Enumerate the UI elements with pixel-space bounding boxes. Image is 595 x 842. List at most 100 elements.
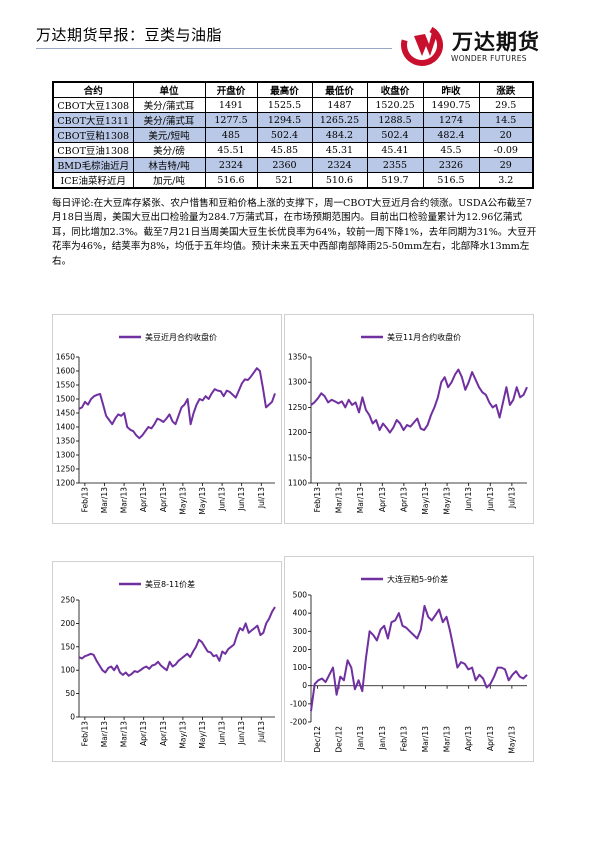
- title-divider: [36, 48, 392, 49]
- x-tick-label: Apr/13: [378, 487, 387, 512]
- x-tick-label: May/13: [178, 721, 187, 749]
- col-header: 收盘价: [366, 81, 424, 98]
- chart-svg: 美豆11月合约收盘价 1100 1150 1200 1250 1300 1350 Feb/13…: [288, 332, 528, 515]
- table-row: CBOT大豆1308 美分/蒲式耳 1491 1525.5 1487 1520.25 149…: [52, 97, 534, 113]
- x-tick-label: Jul/13: [257, 487, 266, 509]
- x-tick-label: Apr/13: [159, 721, 168, 746]
- y-tick-label: 300: [293, 627, 308, 636]
- chart-svg: 美豆8-11价差 0 50 100 150 200 250 Feb/13 Mar/13 Mar/1…: [61, 579, 276, 749]
- chart-legend: 大连豆粕5-9价差: [361, 574, 448, 584]
- page-title: 万达期货早报：豆类与油脂: [36, 26, 223, 44]
- x-tick-label: Jan/13: [356, 726, 365, 751]
- x-tick-label: Apr/13: [139, 487, 148, 512]
- y-tick-label: 500: [293, 591, 308, 600]
- x-tick-label: Jul/13: [507, 487, 516, 509]
- col-header: 涨跌: [478, 81, 534, 98]
- x-tick-label: Jun/13: [237, 721, 246, 746]
- y-tick-label: 200: [293, 645, 308, 654]
- table-cell: 521: [256, 172, 313, 189]
- x-tick-label: Feb/13: [80, 487, 89, 513]
- table-cell: 485: [204, 127, 258, 143]
- table-cell: CBOT豆粕1308: [52, 127, 134, 143]
- table-cell: 484.2: [311, 127, 368, 143]
- x-tick-label: Jun/13: [218, 487, 227, 512]
- table-cell: 482.4: [422, 127, 480, 143]
- y-tick-label: 0: [302, 681, 307, 690]
- x-tick-label: Mar/13: [421, 726, 430, 752]
- company-logo: 万达期货 WONDER FUTURES: [400, 20, 548, 68]
- col-header: 昨收: [422, 81, 480, 98]
- x-tick-label: Apr/13: [159, 487, 168, 512]
- logo-text-cn: 万达期货: [452, 30, 540, 54]
- chart-soy-front-close: 美豆近月合约收盘价 1200 1250 1300 1350 1400 1450 1500 155…: [52, 314, 282, 524]
- y-tick-label: 1300: [56, 451, 75, 460]
- chart-legend: 美豆11月合约收盘价: [361, 332, 461, 342]
- x-tick-label: Feb/13: [80, 721, 89, 747]
- y-tick-label: 1250: [56, 465, 75, 474]
- table-cell: 2324: [311, 157, 368, 173]
- table-cell: 1525.5: [256, 97, 313, 113]
- table-cell: 29.5: [478, 97, 534, 113]
- table-cell: 14.5: [478, 112, 534, 128]
- table-cell: 美分/磅: [132, 142, 206, 158]
- legend-label: 美豆近月合约收盘价: [145, 332, 217, 342]
- x-tick-label: Jun/13: [218, 721, 227, 746]
- col-header: 最低价: [311, 81, 368, 98]
- y-tick-label: 250: [61, 596, 76, 605]
- y-tick-label: 1550: [56, 381, 75, 390]
- y-tick-label: 100: [61, 666, 76, 675]
- series-line: [310, 368, 528, 434]
- x-tick-label: Jun/13: [464, 487, 473, 512]
- x-tick-label: Dec/12: [313, 726, 322, 753]
- table-cell: 1274: [422, 112, 480, 128]
- table-cell: 美元/短吨: [132, 127, 206, 143]
- series-line: [78, 367, 276, 440]
- y-tick-label: 400: [293, 609, 308, 618]
- x-tick-label: Feb/13: [399, 726, 408, 752]
- table-cell: 502.4: [366, 127, 424, 143]
- table-cell: 502.4: [256, 127, 313, 143]
- x-tick-label: Jun/13: [486, 487, 495, 512]
- x-tick-label: May/13: [507, 726, 516, 754]
- y-tick-label: 1300: [288, 378, 307, 387]
- chart-svg: 大连豆粕5-9价差 -200 -100 0 100 200 300 400 500 Dec/12 D…: [290, 574, 528, 754]
- table-cell: 2326: [422, 157, 480, 173]
- chart-legend: 美豆近月合约收盘价: [119, 332, 217, 342]
- y-tick-label: 1400: [56, 423, 75, 432]
- y-tick-label: 50: [65, 689, 75, 698]
- table-cell: CBOT大豆1308: [52, 97, 134, 113]
- table-cell: 3.2: [478, 172, 534, 189]
- col-header: 单位: [132, 81, 206, 98]
- table-cell: 510.6: [311, 172, 368, 189]
- y-tick-label: 1350: [288, 353, 307, 362]
- table-cell: 29: [478, 157, 534, 173]
- table-cell: 45.5: [422, 142, 480, 158]
- table-cell: CBOT大豆1311: [52, 112, 134, 128]
- table-row: CBOT大豆1311 美分/蒲式耳 1277.5 1294.5 1265.25 1288.…: [52, 112, 534, 128]
- table-cell: 1490.75: [422, 97, 480, 113]
- series-line: [78, 606, 276, 677]
- table-cell: 45.85: [256, 142, 313, 158]
- table-cell: 美分/蒲式耳: [132, 112, 206, 128]
- table-cell: 2355: [366, 157, 424, 173]
- chart-dalian-meal-spread: 大连豆粕5-9价差 -200 -100 0 100 200 300 400 500 Dec/12 D…: [284, 556, 534, 762]
- table-cell: 519.7: [366, 172, 424, 189]
- x-tick-label: May/13: [198, 487, 207, 515]
- chart-svg: 美豆近月合约收盘价 1200 1250 1300 1350 1400 1450 1500 155…: [56, 332, 276, 515]
- x-tick-label: Mar/13: [356, 487, 365, 513]
- table-cell: 45.31: [311, 142, 368, 158]
- x-tick-label: May/13: [198, 721, 207, 749]
- x-tick-label: Jan/13: [378, 726, 387, 751]
- y-tick-label: 1650: [56, 353, 75, 362]
- x-tick-label: Apr/13: [464, 726, 473, 751]
- table-cell: 2324: [204, 157, 258, 173]
- daily-commentary: 每日评论:在大豆库存紧张、农户惜售和豆粕价格上涨的支撑下，周一CBOT大豆近月合…: [52, 198, 537, 267]
- x-tick-label: May/13: [421, 487, 430, 515]
- table-cell: 1265.25: [311, 112, 368, 128]
- y-tick-label: 1500: [56, 395, 75, 404]
- quote-table: 合约 单位 开盘价 最高价 最低价 收盘价 昨收 涨跌 CBOT大豆1308 美分…: [52, 81, 534, 189]
- x-tick-label: Mar/13: [120, 721, 129, 747]
- y-tick-label: 100: [293, 663, 308, 672]
- table-cell: BMD毛棕油近月: [52, 157, 134, 173]
- quote-table-container: 合约 单位 开盘价 最高价 最低价 收盘价 昨收 涨跌 CBOT大豆1308 美分…: [52, 81, 534, 189]
